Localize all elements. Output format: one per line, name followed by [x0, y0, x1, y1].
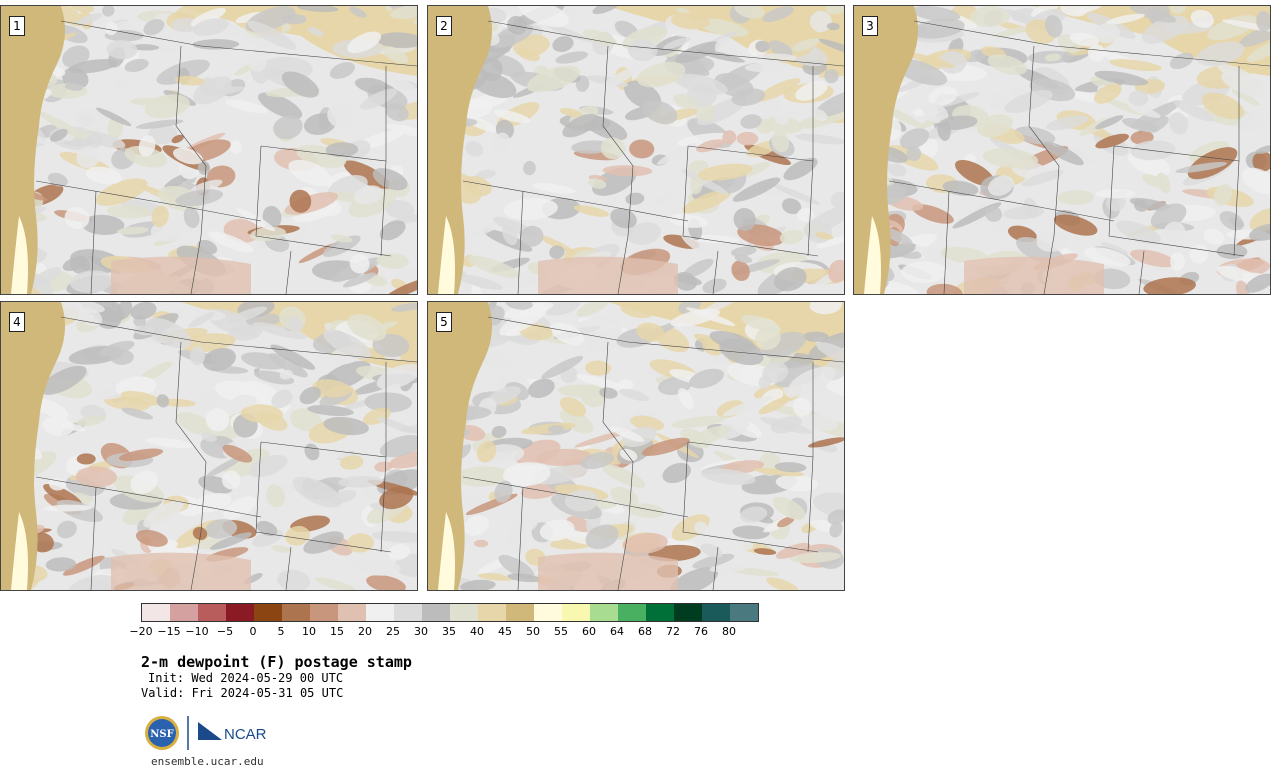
panel-number: 4	[9, 312, 25, 332]
map-panel-5[interactable]: 5	[427, 301, 845, 591]
colorbar-swatch	[562, 604, 590, 621]
colorbar-tick-label: 20	[358, 625, 372, 638]
colorbar-swatch	[534, 604, 562, 621]
colorbar-tick-label: 76	[694, 625, 708, 638]
colorbar-swatch	[422, 604, 450, 621]
colorbar-tick-label: 35	[442, 625, 456, 638]
colorbar-tick-label: 10	[302, 625, 316, 638]
colorbar-swatch	[394, 604, 422, 621]
colorbar-swatch	[618, 604, 646, 621]
colorbar-swatch	[282, 604, 310, 621]
colorbar-tick-label: 15	[330, 625, 344, 638]
colorbar-swatch	[674, 604, 702, 621]
panel-number: 5	[436, 312, 452, 332]
colorbar-swatch	[142, 604, 170, 621]
figure-title: 2-m dewpoint (F) postage stamp	[141, 653, 412, 671]
valid-time: Valid: Fri 2024-05-31 05 UTC	[141, 686, 344, 700]
colorbar-tick-label: 60	[582, 625, 596, 638]
logos: NSF NCAR	[145, 716, 267, 750]
colorbar-tick-label: −15	[157, 625, 181, 638]
colorbar-tick-label: 45	[498, 625, 512, 638]
colorbar-swatch	[590, 604, 618, 621]
colorbar-swatch	[310, 604, 338, 621]
map-2	[428, 6, 844, 294]
svg-text:NCAR: NCAR	[224, 726, 267, 743]
colorbar-tick-label: 72	[666, 625, 680, 638]
colorbar-tick-label: 0	[249, 625, 257, 638]
colorbar-swatch	[478, 604, 506, 621]
init-time: Init: Wed 2024-05-29 00 UTC	[148, 671, 344, 685]
colorbar	[141, 603, 759, 622]
site-url: ensemble.ucar.edu	[151, 755, 264, 768]
ncar-logo: NCAR	[198, 722, 267, 743]
colorbar-swatch	[170, 604, 198, 621]
panel-number: 1	[9, 16, 25, 36]
colorbar-swatch	[338, 604, 366, 621]
colorbar-swatch	[730, 604, 758, 621]
colorbar-swatch	[366, 604, 394, 621]
colorbar-tick-label: 25	[386, 625, 400, 638]
colorbar-tick-label: −20	[129, 625, 153, 638]
map-panel-4[interactable]: 4	[0, 301, 418, 591]
colorbar-swatch	[646, 604, 674, 621]
colorbar-tick-label: −10	[185, 625, 209, 638]
nsf-logo: NSF	[145, 716, 179, 750]
svg-text:NSF: NSF	[150, 729, 173, 740]
colorbar-swatch	[198, 604, 226, 621]
map-panel-1[interactable]: 1	[0, 5, 418, 295]
map-panel-3[interactable]: 3	[853, 5, 1271, 295]
map-4	[1, 302, 417, 590]
colorbar-swatch	[254, 604, 282, 621]
colorbar-swatch	[450, 604, 478, 621]
colorbar-tick-label: 64	[610, 625, 624, 638]
colorbar-tick-label: 30	[414, 625, 428, 638]
map-panel-2[interactable]: 2	[427, 5, 845, 295]
colorbar-swatch	[702, 604, 730, 621]
colorbar-tick-label: 80	[722, 625, 736, 638]
colorbar-tick-label: −5	[216, 625, 234, 638]
panel-number: 2	[436, 16, 452, 36]
panel-number: 3	[862, 16, 878, 36]
colorbar-tick-label: 50	[526, 625, 540, 638]
colorbar-tick-label: 40	[470, 625, 484, 638]
map-3	[854, 6, 1270, 294]
colorbar-tick-label: 55	[554, 625, 568, 638]
colorbar-ticks: −20 −15 −10 −5 0 5 10 15 20 25 30 35 40 45 50 55 60 64 68 7…	[129, 625, 781, 639]
colorbar-swatch	[226, 604, 254, 621]
colorbar-tick-label: 5	[277, 625, 285, 638]
map-1	[1, 6, 417, 294]
colorbar-swatch	[506, 604, 534, 621]
map-5	[428, 302, 844, 590]
colorbar-tick-label: 68	[638, 625, 652, 638]
